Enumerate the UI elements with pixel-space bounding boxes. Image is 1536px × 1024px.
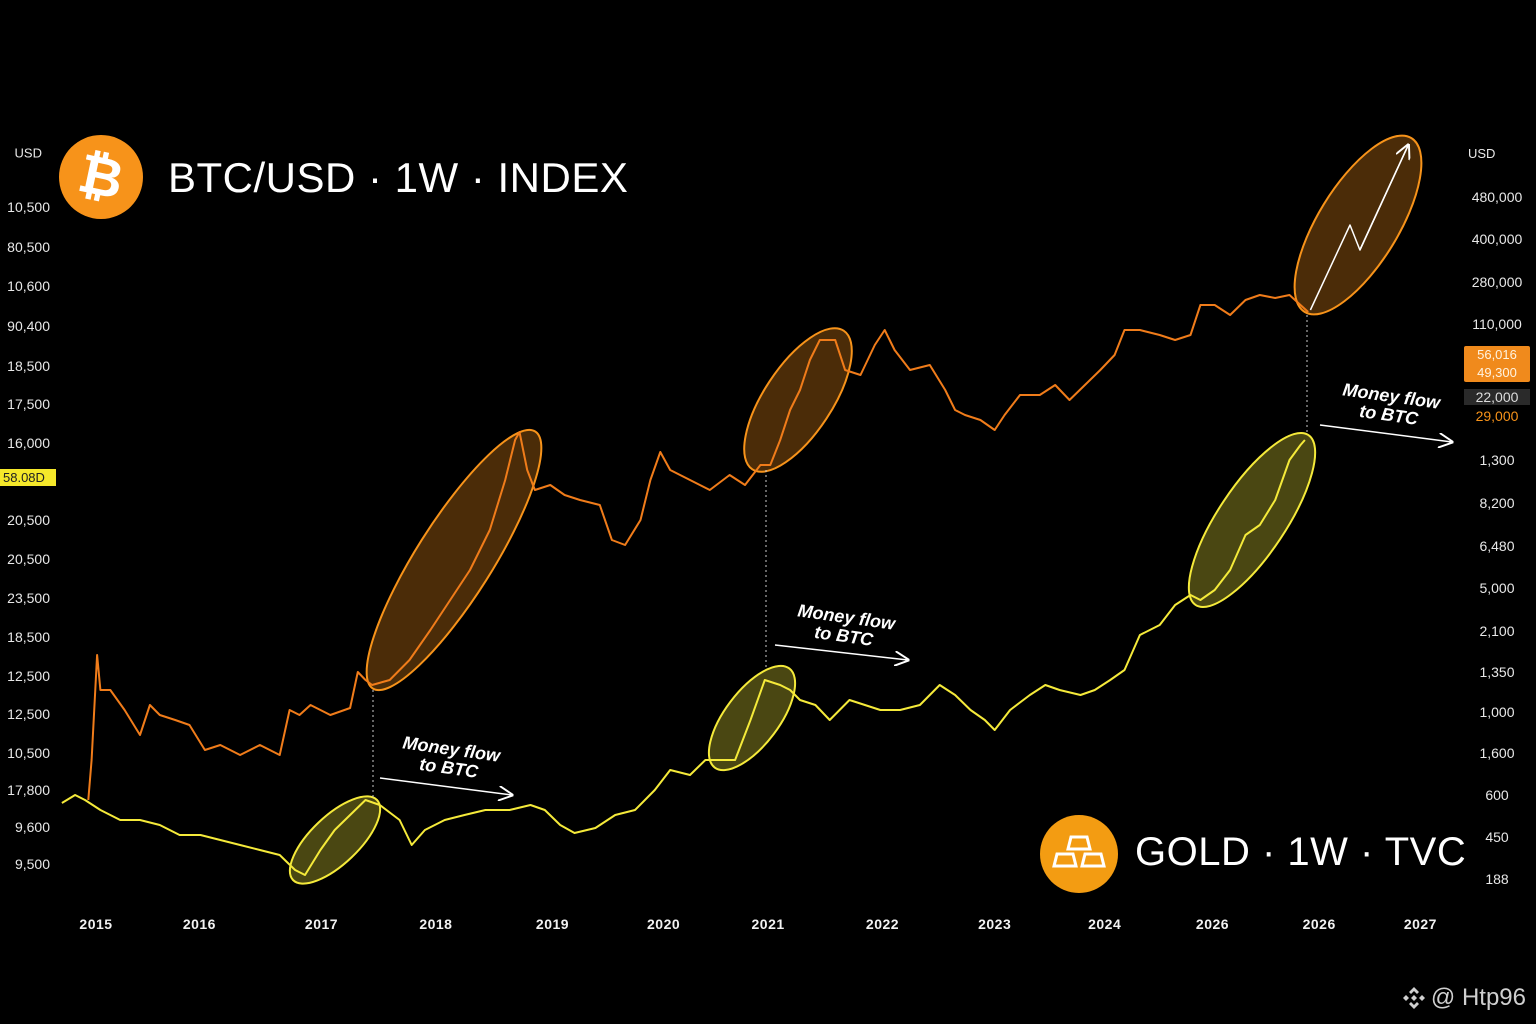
right-axis-tick: 188 [1485, 871, 1509, 887]
binance-icon [1402, 987, 1425, 1009]
left-axis-tick: 20,500 [7, 551, 50, 567]
left-axis-tick: 10,600 [7, 278, 50, 294]
right-axis-tick: 480,000 [1471, 189, 1523, 205]
right-axis-tick: 1,300 [1479, 452, 1515, 468]
projection-arrow [1359, 145, 1408, 251]
series-line-gold [61, 439, 1306, 876]
btc-highlight-2021 [743, 327, 853, 473]
right-axis-unit: USD [1468, 146, 1496, 161]
gold-highlight-2026 [1187, 431, 1317, 609]
x-axis-tick: 2023 [978, 916, 1012, 932]
right-axis-orange-label: 29,000 [1475, 408, 1519, 424]
x-axis-tick: 2024 [1088, 916, 1122, 932]
gold-bars-icon [1052, 835, 1106, 868]
left-axis-tick: 10,500 [7, 199, 50, 215]
bitcoin-logo: ₿ [59, 135, 143, 219]
left-axis-price-badge: 58.08D [0, 469, 56, 486]
left-axis-tick: 12,500 [7, 668, 50, 684]
right-axis-price-badge: 56,016 49,300 [1464, 346, 1530, 382]
left-axis-tick: 12,500 [7, 706, 50, 722]
left-axis-tick: 17,500 [7, 396, 50, 412]
badge-line: 56,016 [1477, 347, 1517, 362]
bitcoin-icon: ₿ [73, 143, 129, 211]
x-axis-tick: 2019 [535, 916, 570, 932]
right-axis-tick: 1,600 [1479, 745, 1515, 761]
left-axis-tick: 20,500 [7, 512, 50, 528]
right-axis-grey-badge: 22,000 [1464, 389, 1530, 405]
money-flow-arrow [1319, 424, 1452, 442]
x-axis-tick: 2022 [865, 916, 900, 932]
x-axis-tick: 2017 [304, 916, 339, 932]
x-axis-tick: 2021 [751, 916, 785, 932]
x-axis-tick: 2018 [419, 916, 453, 932]
left-axis-unit: USD [14, 145, 42, 161]
watermark: @ Htp96 [1401, 984, 1526, 1012]
right-axis-tick: 2,100 [1479, 623, 1515, 639]
left-axis-tick: 23,500 [7, 590, 50, 606]
x-axis-tick: 2026 [1302, 916, 1336, 932]
x-axis-tick: 2020 [647, 916, 681, 932]
svg-text:₿: ₿ [73, 143, 129, 211]
watermark-text: @ Htp96 [1430, 984, 1526, 1011]
right-axis-tick: 6,480 [1479, 538, 1515, 554]
x-axis-tick: 2026 [1195, 916, 1230, 932]
x-axis-tick: 2016 [182, 916, 216, 932]
btc-highlight-projection [1293, 134, 1423, 316]
left-axis-tick: 17,800 [7, 782, 50, 798]
badge-line: 49,300 [1477, 365, 1517, 380]
left-axis-tick: 90,400 [7, 318, 50, 334]
left-axis-tick: 18,500 [7, 629, 50, 645]
right-axis-tick: 280,000 [1471, 274, 1523, 290]
series-line-btc-usd [87, 294, 1309, 801]
btc-chart-title: BTC/USD · 1W · INDEX [168, 154, 629, 201]
gold-highlight-2017 [288, 795, 382, 885]
right-axis-tick: 5,000 [1479, 580, 1515, 596]
left-axis-tick: 16,000 [7, 435, 50, 451]
right-axis-tick: 8,200 [1479, 495, 1515, 511]
left-axis-tick: 9,500 [14, 856, 50, 872]
x-axis-tick: 2027 [1403, 916, 1437, 932]
right-axis-tick: 110,000 [1472, 316, 1522, 332]
right-axis-tick: 1,350 [1479, 664, 1515, 680]
left-axis-tick: 18,500 [7, 358, 50, 374]
right-axis-tick: 600 [1485, 787, 1509, 803]
btc-highlight-2017 [365, 428, 543, 692]
left-axis-tick: 80,500 [7, 239, 50, 255]
x-axis-tick: 2015 [79, 916, 113, 932]
left-axis-tick: 9,600 [14, 819, 50, 835]
gold-chart-title: GOLD · 1W · TVC [1135, 830, 1467, 874]
money-flow-arrow [379, 777, 512, 795]
right-axis-tick: 450 [1485, 829, 1509, 845]
right-axis-tick: 1,000 [1479, 704, 1515, 720]
gold-logo [1040, 815, 1118, 893]
left-axis-tick: 10,500 [7, 745, 50, 761]
money-flow-arrow [774, 644, 908, 660]
right-axis-tick: 400,000 [1471, 231, 1523, 247]
